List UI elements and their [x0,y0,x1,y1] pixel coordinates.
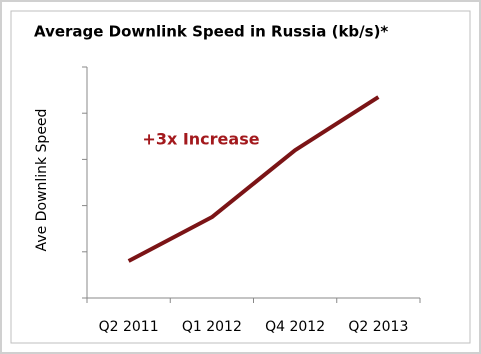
x-tick-label: Q1 2012 [182,319,242,335]
line [127,95,380,263]
y-axis-label: Ave Downlink Speed [34,109,50,252]
x-tick-label: Q2 2011 [99,319,159,335]
chart-title: Average Downlink Speed in Russia (kb/s)* [34,23,388,41]
plot-frame [10,10,471,344]
x-tick-label: Q2 2013 [348,319,408,335]
x-tick-label: Q4 2012 [265,319,325,335]
annotation: +3x Increase [142,130,259,149]
